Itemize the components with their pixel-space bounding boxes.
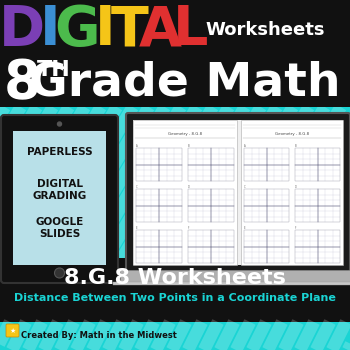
Text: A: A	[244, 144, 246, 148]
Text: T: T	[111, 3, 148, 57]
Bar	[244, 148, 289, 181]
Bar	[295, 230, 340, 263]
Bar	[188, 230, 234, 263]
Text: D: D	[295, 185, 297, 189]
Text: Grade Math: Grade Math	[29, 61, 341, 105]
Text: E: E	[136, 226, 138, 230]
Circle shape	[55, 268, 64, 278]
Text: A: A	[136, 144, 138, 148]
Bar	[136, 189, 182, 222]
Bar	[244, 189, 289, 222]
Text: Worksheets: Worksheets	[205, 21, 325, 39]
Bar	[241, 120, 343, 265]
FancyBboxPatch shape	[126, 113, 350, 272]
Text: 8: 8	[4, 57, 40, 109]
Bar	[295, 148, 340, 181]
Text: DIGITAL
GRADING: DIGITAL GRADING	[32, 179, 87, 201]
Text: B: B	[188, 144, 190, 148]
Bar	[0, 258, 350, 350]
Bar	[0, 107, 350, 295]
Bar	[136, 230, 182, 263]
Bar	[120, 270, 350, 282]
Text: G: G	[55, 3, 100, 57]
Text: E: E	[244, 226, 246, 230]
Bar	[188, 189, 234, 222]
Text: PAPERLESS: PAPERLESS	[27, 147, 92, 157]
Bar	[133, 120, 343, 265]
Bar	[136, 148, 182, 181]
Text: I: I	[95, 3, 115, 57]
Text: D: D	[0, 3, 45, 57]
Bar	[133, 120, 237, 265]
Text: F: F	[188, 226, 189, 230]
Bar	[0, 322, 350, 350]
Text: Created By: Math in the Midwest: Created By: Math in the Midwest	[21, 331, 177, 341]
Circle shape	[57, 122, 62, 126]
Text: B: B	[295, 144, 297, 148]
Text: C: C	[136, 185, 138, 189]
Bar	[13, 131, 106, 265]
Text: A: A	[139, 3, 182, 57]
Bar	[244, 230, 289, 263]
Bar	[295, 189, 340, 222]
Bar	[113, 282, 350, 285]
Text: C: C	[244, 185, 246, 189]
Bar	[188, 148, 234, 181]
Text: Geometry - 8.G.8: Geometry - 8.G.8	[275, 132, 309, 136]
Text: D: D	[188, 185, 190, 189]
FancyBboxPatch shape	[1, 115, 118, 283]
Text: ★: ★	[9, 328, 16, 334]
FancyBboxPatch shape	[6, 324, 19, 337]
Text: L: L	[173, 3, 209, 57]
Text: F: F	[295, 226, 296, 230]
Text: Geometry - 8.G.8: Geometry - 8.G.8	[168, 132, 202, 136]
Text: Distance Between Two Points in a Coordinate Plane: Distance Between Two Points in a Coordin…	[14, 293, 336, 303]
Bar	[0, 0, 350, 107]
Text: I: I	[40, 3, 60, 57]
Text: GOOGLE
SLIDES: GOOGLE SLIDES	[35, 217, 84, 239]
Text: TH: TH	[37, 60, 71, 80]
Text: 8.G.8 Worksheets: 8.G.8 Worksheets	[64, 268, 286, 288]
